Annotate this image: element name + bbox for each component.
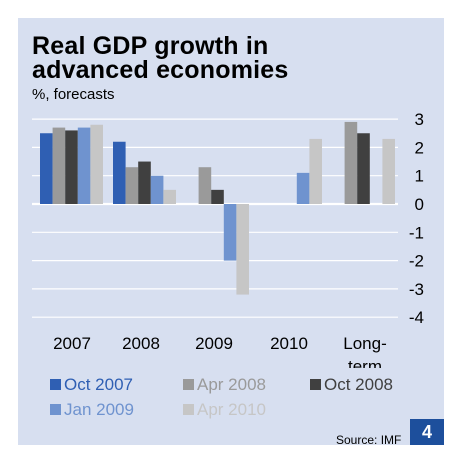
bar-2008-series-3 <box>150 175 164 204</box>
legend-item-3: Jan 2009 <box>50 397 134 422</box>
legend-swatch-1 <box>183 379 194 390</box>
bar-2008-series-1 <box>125 167 139 204</box>
bar-2009-series-2 <box>211 189 224 204</box>
y-tick-label-0: 3 <box>415 110 424 129</box>
bar-2009-series-3 <box>223 204 237 261</box>
bar-2008-series-4 <box>163 189 176 204</box>
x-category-label-1: 2008 <box>122 334 160 353</box>
x-category-label-3: 2010 <box>270 334 308 353</box>
y-tick-label-1: 2 <box>415 138 424 157</box>
legend-swatch-2 <box>310 379 321 390</box>
legend-item-2: Oct 2008 <box>310 372 393 397</box>
bar-longterm-series-4 <box>382 138 395 204</box>
bar-2007-series-4 <box>90 124 103 204</box>
y-tick-label-6: -3 <box>409 280 424 299</box>
legend-swatch-4 <box>183 404 194 415</box>
bar-2007-series-3 <box>77 127 91 204</box>
y-tick-label-4: -1 <box>409 223 424 242</box>
chart-title: Real GDP growth in advanced economies <box>32 32 432 84</box>
legend-label-1: Apr 2008 <box>197 375 266 394</box>
bar-2010-series-3 <box>296 172 310 204</box>
bar-2007-series-0 <box>40 133 53 204</box>
y-tick-label-7: -4 <box>409 308 424 327</box>
bar-2008-series-0 <box>113 141 126 204</box>
source-note: Source: IMF <box>336 433 402 445</box>
legend-swatch-0 <box>50 379 61 390</box>
bar-longterm-series-2 <box>357 133 370 204</box>
legend-item-4: Apr 2010 <box>183 397 266 422</box>
y-tick-label-5: -2 <box>409 252 424 271</box>
bar-2009-series-1 <box>198 167 212 204</box>
bar-chart: 3 2 1 0 -1 -2 -3 -4 2007 2008 2009 2010 Long-term <box>32 110 424 368</box>
bar-longterm-series-1 <box>344 121 358 204</box>
bar-2009-series-4 <box>236 204 249 295</box>
bar-2007-series-2 <box>65 130 78 204</box>
chart-title-line-2: advanced economies <box>32 56 289 84</box>
legend-label-2: Oct 2008 <box>324 375 393 394</box>
legend-item-0: Oct 2007 <box>50 372 133 397</box>
legend-swatch-3 <box>50 404 61 415</box>
chart-title-line-1: Real GDP growth in <box>32 32 269 60</box>
chart-subtitle: %, forecasts <box>32 86 115 103</box>
y-tick-label-3: 0 <box>415 195 424 214</box>
chart-card: Real GDP growth in advanced economies %,… <box>18 18 444 445</box>
bar-2010-series-4 <box>309 138 322 204</box>
y-tick-label-2: 1 <box>415 167 424 186</box>
x-category-label-2: 2009 <box>195 334 233 353</box>
bar-2007-series-1 <box>52 127 66 204</box>
x-category-label-4-line-0: Long- <box>343 334 386 353</box>
page-number-badge: 4 <box>410 419 444 445</box>
legend-label-3: Jan 2009 <box>64 400 134 419</box>
legend-label-4: Apr 2010 <box>197 400 266 419</box>
x-category-label-0: 2007 <box>53 334 91 353</box>
x-category-label-4-line-1: term <box>348 357 382 368</box>
bar-2008-series-2 <box>138 161 151 204</box>
legend-item-1: Apr 2008 <box>183 372 266 397</box>
legend-label-0: Oct 2007 <box>64 375 133 394</box>
